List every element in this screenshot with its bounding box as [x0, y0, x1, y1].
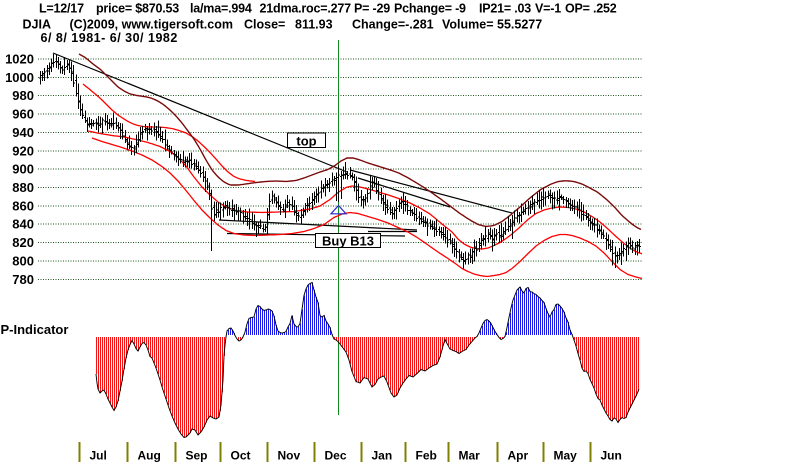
svg-text:Jan: Jan	[372, 449, 393, 463]
svg-text:21dma.roc=.277: 21dma.roc=.277	[260, 2, 352, 16]
svg-text:6/ 8/ 1981- 6/ 30/ 1982: 6/ 8/ 1981- 6/ 30/ 1982	[41, 31, 178, 45]
svg-text:top: top	[296, 134, 316, 149]
svg-text:OP= .252: OP= .252	[565, 2, 617, 16]
svg-text:price= $870.53: price= $870.53	[96, 2, 179, 16]
svg-text:Aug: Aug	[138, 449, 161, 463]
svg-text:840: 840	[12, 217, 34, 232]
svg-text:880: 880	[12, 180, 34, 195]
svg-text:Volume= 55.5277: Volume= 55.5277	[442, 18, 542, 32]
svg-text:920: 920	[12, 143, 34, 158]
svg-text:940: 940	[12, 125, 34, 140]
svg-text:Buy B13: Buy B13	[322, 234, 374, 249]
svg-text:P-Indicator: P-Indicator	[1, 322, 69, 337]
svg-text:IP21= .03: IP21= .03	[479, 2, 531, 16]
svg-text:1020: 1020	[5, 52, 34, 67]
svg-text:780: 780	[12, 272, 34, 287]
svg-text:Oct: Oct	[231, 449, 251, 463]
svg-text:May: May	[554, 449, 578, 463]
svg-text:980: 980	[12, 88, 34, 103]
svg-text:Feb: Feb	[416, 449, 437, 463]
svg-text:820: 820	[12, 235, 34, 250]
svg-text:Close=: Close=	[244, 18, 285, 32]
svg-text:860: 860	[12, 198, 34, 213]
svg-text:Mar: Mar	[459, 449, 481, 463]
svg-text:(C)2009, www.tigersoft.com: (C)2009, www.tigersoft.com	[70, 18, 233, 32]
svg-text:Change=-.281: Change=-.281	[352, 18, 434, 32]
svg-text:Dec: Dec	[325, 449, 347, 463]
svg-text:V=-1: V=-1	[535, 2, 561, 16]
svg-text:Pchange= -9: Pchange= -9	[394, 2, 466, 16]
svg-text:P= -29: P= -29	[354, 2, 390, 16]
svg-text:DJIA: DJIA	[23, 18, 51, 32]
svg-text:960: 960	[12, 107, 34, 122]
svg-text:900: 900	[12, 162, 34, 177]
svg-text:L=12/17: L=12/17	[39, 2, 84, 16]
svg-text:800: 800	[12, 254, 34, 269]
svg-text:Jul: Jul	[90, 449, 107, 463]
svg-text:Sep: Sep	[186, 449, 208, 463]
svg-text:la/ma=.994: la/ma=.994	[190, 2, 252, 16]
svg-text:1000: 1000	[5, 70, 34, 85]
svg-text:811.93: 811.93	[295, 18, 333, 32]
svg-text:Apr: Apr	[508, 449, 529, 463]
svg-text:Jun: Jun	[601, 449, 622, 463]
svg-text:Nov: Nov	[278, 449, 301, 463]
